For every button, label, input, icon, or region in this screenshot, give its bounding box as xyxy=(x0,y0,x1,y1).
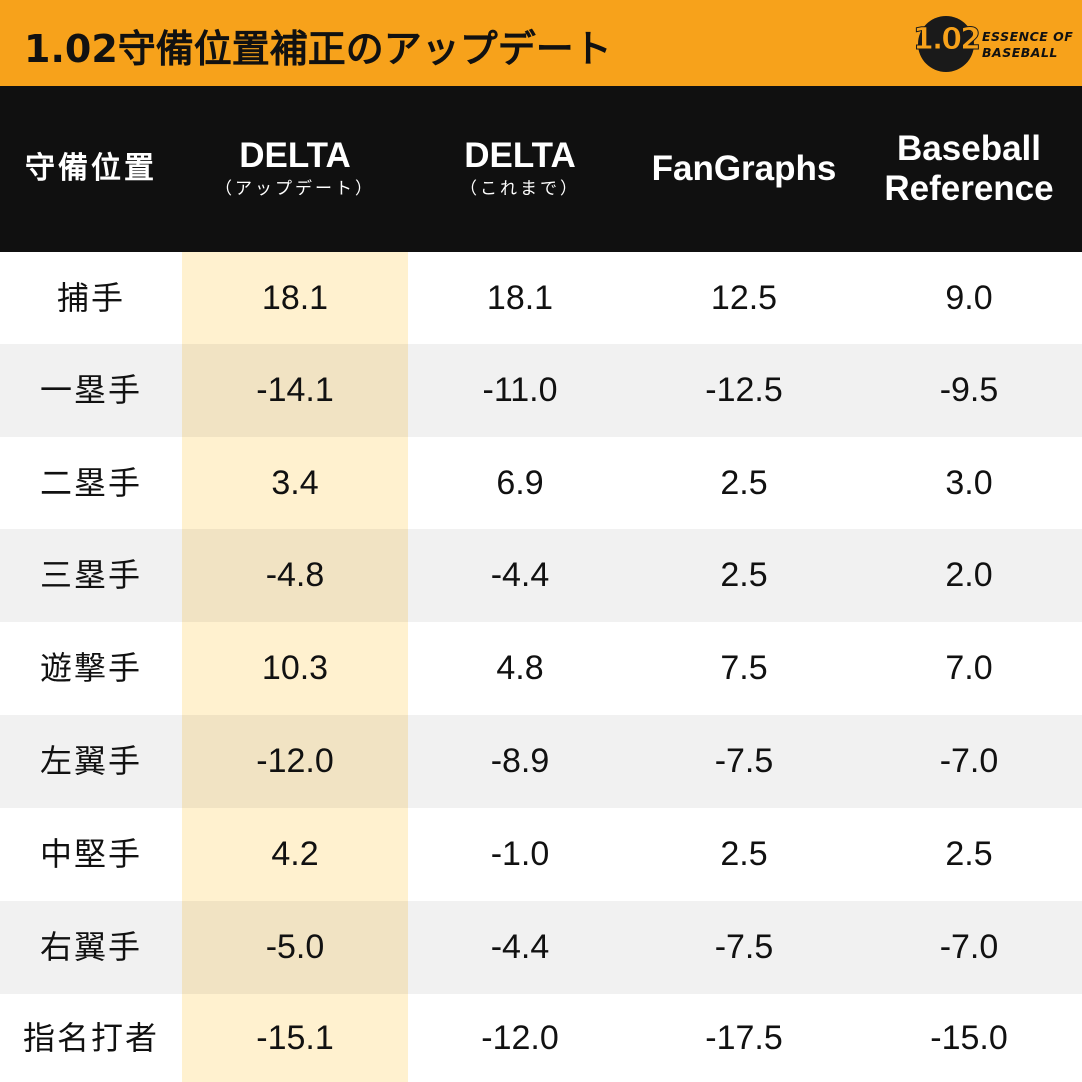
header-fangraphs: FanGraphs xyxy=(632,86,856,252)
value-cell: 3.4 xyxy=(271,464,319,502)
value-cell: -14.1 xyxy=(256,371,334,409)
position-cell: 指名打者 xyxy=(22,1019,159,1057)
page-title: 1.02守備位置補正のアップデート xyxy=(24,27,612,71)
header-delta-previous: DELTA （これまで） xyxy=(408,86,632,252)
value-cell: 9.0 xyxy=(945,279,993,317)
position-cell: 一塁手 xyxy=(39,371,142,409)
header-delta-updated: DELTA （アップデート） xyxy=(182,86,408,252)
table-row: 中堅手 4.2 -1.0 2.5 2.5 xyxy=(0,808,1082,901)
position-cell: 二塁手 xyxy=(39,464,142,502)
header-baseball-reference-line1: Baseball xyxy=(897,129,1041,168)
table-row: 右翼手 -5.0 -4.4 -7.5 -7.0 xyxy=(0,901,1082,994)
logo-line-2: BASEBALL xyxy=(982,45,1058,60)
value-cell: -12.5 xyxy=(705,371,783,409)
header-baseball-reference: Baseball Reference xyxy=(856,86,1082,252)
value-cell: 6.9 xyxy=(496,464,544,502)
value-cell: -5.0 xyxy=(265,928,325,966)
value-cell: 2.5 xyxy=(720,835,768,873)
value-cell: -4.8 xyxy=(265,556,325,594)
value-cell: -17.5 xyxy=(705,1019,783,1057)
logo-number: 1.02 xyxy=(912,22,981,58)
highlight-column xyxy=(182,252,408,1082)
table-row: 左翼手 -12.0 -8.9 -7.5 -7.0 xyxy=(0,715,1082,808)
value-cell: -7.0 xyxy=(939,742,999,780)
position-cell: 三塁手 xyxy=(39,556,142,594)
table-row: 二塁手 3.4 6.9 2.5 3.0 xyxy=(0,437,1082,529)
value-cell: 7.5 xyxy=(720,649,768,687)
header-position-label: 守備位置 xyxy=(25,151,157,186)
header-fangraphs-label: FanGraphs xyxy=(651,149,837,188)
header-delta-previous-sub: （これまで） xyxy=(460,179,580,199)
header-baseball-reference-line2: Reference xyxy=(884,169,1054,208)
value-cell: -4.4 xyxy=(490,928,550,966)
table-row: 一塁手 -14.1 -11.0 -12.5 -9.5 xyxy=(0,344,1082,437)
value-cell: 7.0 xyxy=(945,649,993,687)
value-cell: 18.1 xyxy=(486,279,554,317)
value-cell: -8.9 xyxy=(490,742,550,780)
value-cell: 4.8 xyxy=(496,649,544,687)
table-row: 捕手 18.1 18.1 12.5 9.0 xyxy=(0,252,1082,344)
position-cell: 中堅手 xyxy=(39,835,142,873)
title-bar: 1.02守備位置補正のアップデート 1.02 ESSENCE OF BASEBA… xyxy=(0,0,1082,86)
value-cell: 2.0 xyxy=(945,556,993,594)
position-cell: 捕手 xyxy=(56,279,125,317)
table-row: 三塁手 -4.8 -4.4 2.5 2.0 xyxy=(0,529,1082,622)
position-cell: 遊撃手 xyxy=(39,649,142,687)
value-cell: 4.2 xyxy=(271,835,319,873)
value-cell: -4.4 xyxy=(490,556,550,594)
value-cell: -11.0 xyxy=(482,371,558,409)
value-cell: -12.0 xyxy=(256,742,334,780)
value-cell: -15.0 xyxy=(930,1019,1008,1057)
value-cell: 3.0 xyxy=(945,464,993,502)
value-cell: -15.1 xyxy=(256,1019,334,1057)
header-position: 守備位置 xyxy=(0,86,182,252)
value-cell: 2.5 xyxy=(720,556,768,594)
baseball-logo-icon xyxy=(918,16,974,72)
position-cell: 右翼手 xyxy=(39,928,142,966)
value-cell: -7.5 xyxy=(714,928,774,966)
header-delta-updated-label: DELTA xyxy=(239,136,351,175)
table-row: 遊撃手 10.3 4.8 7.5 7.0 xyxy=(0,622,1082,715)
header-delta-updated-sub: （アップデート） xyxy=(215,179,375,199)
value-cell: 18.1 xyxy=(261,279,329,317)
value-cell: -1.0 xyxy=(490,835,550,873)
value-cell: 2.5 xyxy=(945,835,993,873)
logo-line-1: ESSENCE OF xyxy=(982,29,1074,44)
header-delta-previous-label: DELTA xyxy=(464,136,576,175)
value-cell: -7.5 xyxy=(714,742,774,780)
value-cell: 2.5 xyxy=(720,464,768,502)
value-cell: -12.0 xyxy=(481,1019,559,1057)
position-cell: 左翼手 xyxy=(39,742,142,780)
table-row: 指名打者 -15.1 -12.0 -17.5 -15.0 xyxy=(0,994,1082,1082)
table-header: 守備位置 DELTA （アップデート） DELTA （これまで） FanGrap… xyxy=(0,86,1082,252)
logo: 1.02 ESSENCE OF BASEBALL xyxy=(912,14,1074,74)
value-cell: -9.5 xyxy=(939,371,999,409)
value-cell: -7.0 xyxy=(939,928,999,966)
value-cell: 10.3 xyxy=(261,649,329,687)
value-cell: 12.5 xyxy=(710,279,778,317)
